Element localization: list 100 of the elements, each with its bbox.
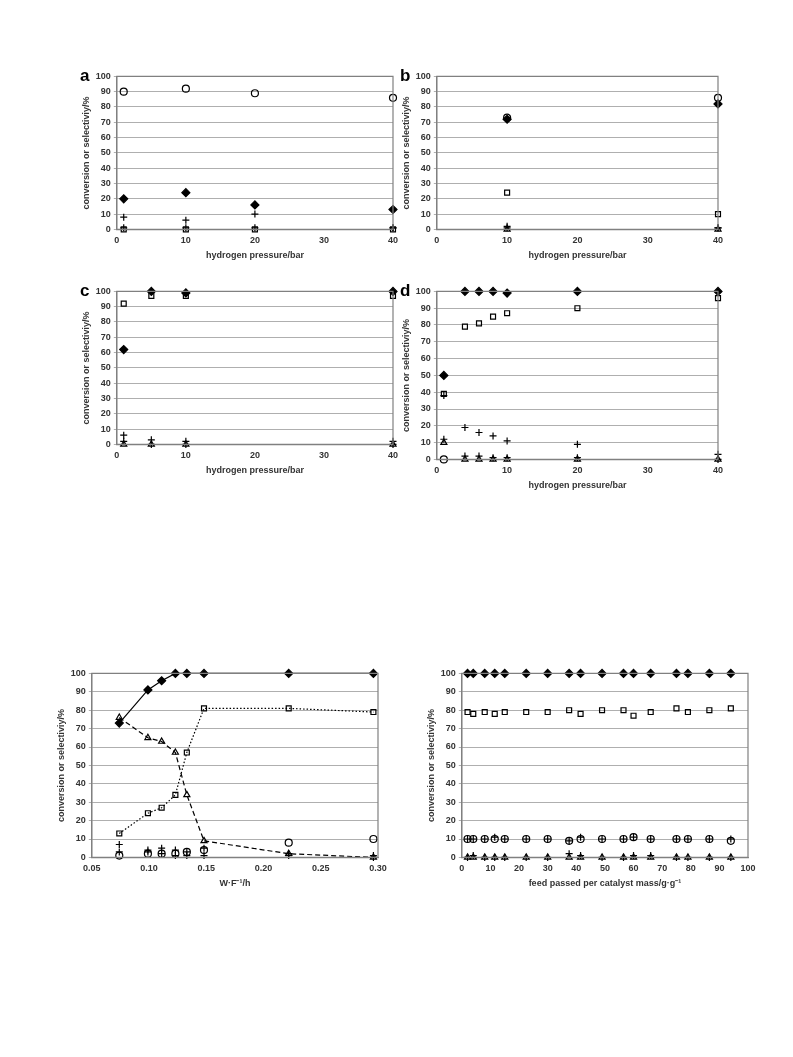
y-tick-label: 60 — [445, 741, 456, 752]
y-tick-label: 20 — [420, 420, 431, 431]
y-tick-label: 40 — [420, 386, 431, 397]
y-tick-label: 90 — [100, 301, 111, 312]
point — [713, 93, 723, 102]
point — [157, 676, 167, 686]
y-tick-label: 100 — [95, 70, 111, 81]
x-axis-title: W·F⁻¹/h — [219, 878, 251, 889]
y-tick-label: 0 — [450, 851, 456, 862]
point — [565, 853, 573, 860]
y-tick-label: 50 — [420, 147, 431, 158]
point — [285, 705, 292, 712]
point — [630, 712, 637, 719]
point — [727, 705, 734, 712]
y-tick-label: 10 — [445, 833, 456, 844]
x-tick-label: 50 — [599, 863, 610, 874]
point — [183, 749, 190, 756]
y-tick-label: 10 — [75, 833, 86, 844]
point — [119, 87, 128, 96]
y-axis-title: conversion or selectiviy/% — [400, 96, 411, 210]
y-tick-label: 60 — [420, 132, 431, 143]
x-tick-label: 80 — [685, 863, 696, 874]
point — [158, 804, 165, 811]
y-tick-label: 30 — [420, 403, 431, 414]
y-tick-label: 50 — [100, 147, 111, 158]
x-tick-label: 10 — [485, 863, 496, 874]
point — [158, 737, 166, 744]
point — [115, 851, 124, 860]
x-tick-label: 0.25 — [312, 863, 330, 874]
y-tick-label: 70 — [100, 331, 111, 342]
y-tick-label: 50 — [420, 369, 431, 380]
y-tick-label: 100 — [440, 667, 456, 678]
x-tick-label: 40 — [571, 863, 582, 874]
y-tick-label: 60 — [75, 741, 86, 752]
point — [144, 733, 152, 741]
x-axis-title: hydrogen pressure/bar — [528, 250, 627, 261]
point — [370, 708, 377, 716]
point — [489, 313, 497, 320]
y-tick-label: 40 — [100, 377, 111, 388]
y-tick-label: 100 — [415, 285, 431, 296]
y-tick-label: 30 — [100, 392, 111, 403]
point — [172, 791, 179, 798]
point — [470, 710, 477, 717]
y-tick-label: 20 — [445, 815, 456, 826]
y-tick-label: 70 — [420, 336, 431, 347]
y-tick-label: 100 — [70, 667, 86, 678]
point — [119, 344, 129, 355]
y-tick-label: 20 — [100, 408, 111, 419]
y-tick-label: 90 — [420, 86, 431, 97]
y-tick-label: 70 — [420, 116, 431, 127]
point — [481, 708, 488, 716]
y-tick-label: 80 — [75, 704, 86, 715]
chart-title: c — [80, 280, 90, 300]
x-tick-label: 10 — [502, 465, 513, 476]
x-axis-title: hydrogen pressure/bar — [205, 250, 305, 261]
x-tick-label: 0.10 — [140, 863, 158, 874]
x-tick-label: 0.20 — [254, 863, 273, 874]
y-tick-label: 40 — [420, 162, 431, 173]
x-tick-label: 60 — [628, 863, 639, 874]
y-tick-label: 60 — [100, 347, 111, 358]
point — [647, 708, 654, 716]
y-tick-label: 80 — [100, 101, 111, 112]
y-tick-label: 30 — [100, 177, 111, 188]
chart-title: d — [400, 280, 411, 300]
y-tick-label: 40 — [75, 778, 86, 789]
x-axis-title: hydrogen pressure/bar — [205, 465, 305, 476]
point — [439, 370, 449, 380]
point — [439, 455, 448, 464]
point — [116, 830, 123, 837]
point — [181, 188, 191, 198]
point — [574, 305, 581, 312]
y-tick-label: 10 — [420, 208, 431, 219]
x-tick-label: 70 — [657, 863, 668, 874]
y-tick-label: 0 — [80, 851, 86, 862]
point — [464, 708, 471, 716]
y-tick-label: 100 — [95, 285, 111, 296]
point — [284, 838, 293, 847]
point — [388, 93, 398, 102]
y-tick-label: 30 — [445, 796, 456, 807]
x-tick-label: 100 — [740, 863, 756, 874]
y-tick-label: 90 — [420, 302, 431, 313]
chart-title: a — [80, 65, 90, 85]
x-tick-label: 20 — [572, 235, 583, 246]
point — [144, 810, 151, 817]
y-tick-label: 90 — [75, 686, 86, 697]
y-axis-title: conversion or selectiviy/% — [80, 311, 91, 425]
y-tick-label: 0 — [105, 223, 111, 234]
y-axis-title: conversion or selectiviy/% — [425, 708, 436, 822]
x-tick-label: 20 — [249, 450, 260, 461]
y-tick-label: 70 — [75, 723, 86, 734]
y-tick-label: 60 — [100, 132, 111, 143]
x-tick-label: 0 — [114, 235, 120, 246]
y-tick-label: 80 — [445, 704, 456, 715]
y-tick-label: 90 — [100, 86, 111, 97]
point — [504, 189, 511, 196]
point — [714, 211, 722, 218]
y-tick-label: 90 — [445, 686, 456, 697]
x-tick-label: 40 — [387, 450, 399, 461]
point — [183, 790, 191, 798]
point — [250, 200, 260, 210]
